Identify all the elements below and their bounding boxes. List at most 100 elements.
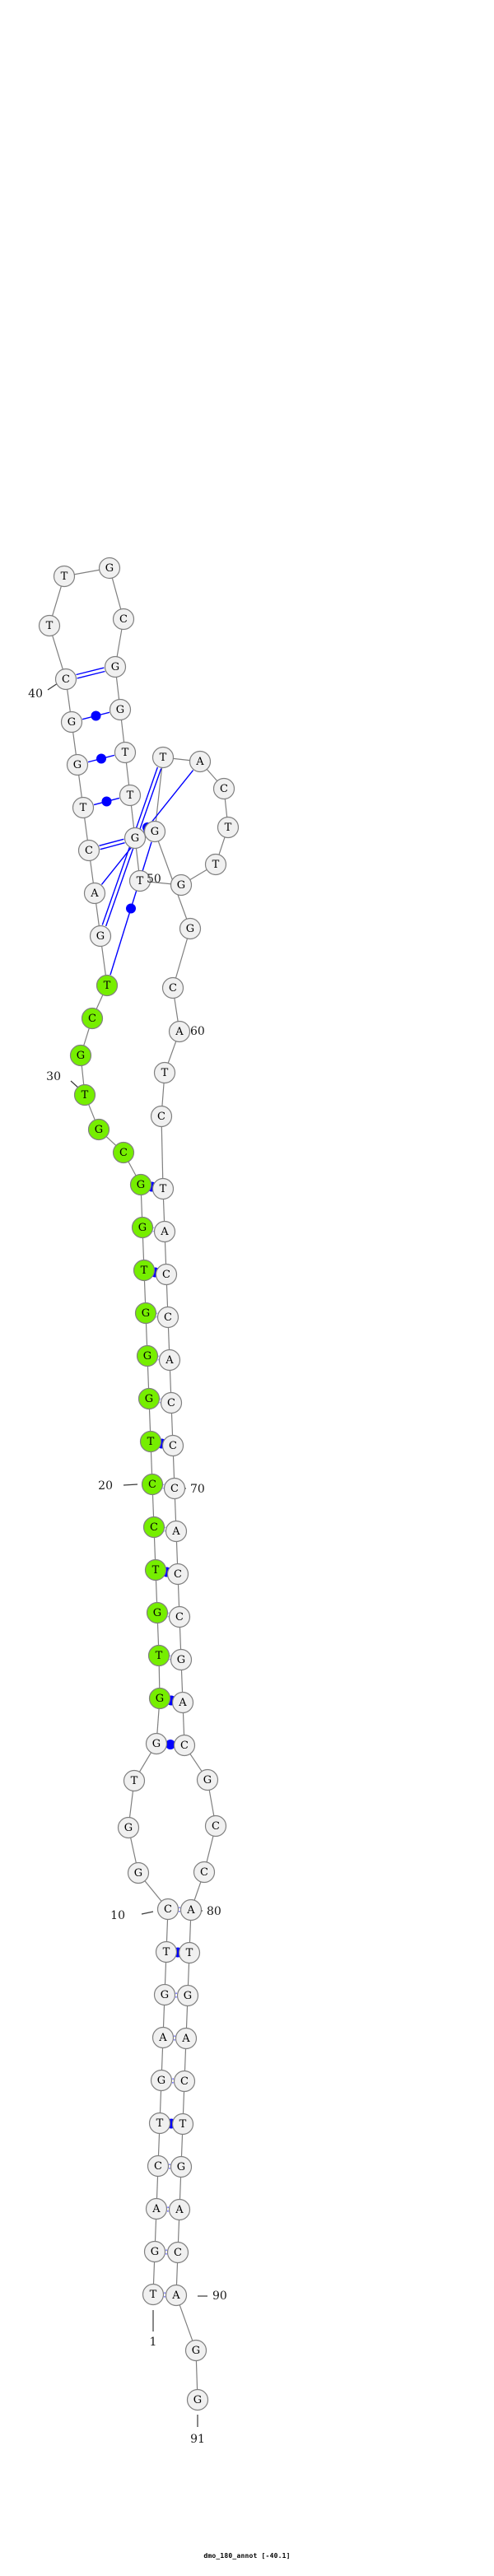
nucleotide-circle[interactable] bbox=[151, 2026, 175, 2049]
nucleotide-circle-highlighted[interactable] bbox=[148, 1687, 171, 1710]
nucleotide-circle[interactable] bbox=[143, 2240, 166, 2263]
nucleotide-circle[interactable] bbox=[179, 917, 202, 940]
nucleotide[interactable]: C bbox=[161, 1434, 184, 1457]
nucleotide-circle-highlighted[interactable] bbox=[147, 1644, 170, 1667]
nucleotide-circle[interactable] bbox=[165, 1520, 188, 1543]
nucleotide-circle[interactable] bbox=[77, 839, 100, 862]
nucleotide[interactable]: C bbox=[112, 1141, 135, 1164]
nucleotide-circle[interactable] bbox=[151, 746, 175, 769]
nucleotide-circle[interactable] bbox=[196, 1768, 219, 1791]
nucleotide[interactable]: T bbox=[139, 1430, 162, 1453]
nucleotide[interactable]: C bbox=[168, 1605, 191, 1628]
nucleotide-circle-highlighted[interactable] bbox=[73, 1083, 96, 1106]
nucleotide-circle[interactable] bbox=[153, 1061, 176, 1084]
nucleotide[interactable]: C bbox=[173, 1734, 196, 1757]
nucleotide[interactable]: G bbox=[179, 917, 202, 940]
nucleotide[interactable]: T bbox=[96, 974, 119, 997]
nucleotide[interactable]: A bbox=[165, 1520, 188, 1543]
nucleotide-circle[interactable] bbox=[178, 1941, 201, 1964]
nucleotide-circle[interactable] bbox=[72, 796, 95, 819]
nucleotide[interactable]: T bbox=[119, 784, 142, 807]
nucleotide-circle[interactable] bbox=[127, 1861, 150, 1884]
nucleotide-circle[interactable] bbox=[119, 784, 142, 807]
nucleotide-circle[interactable] bbox=[114, 741, 137, 764]
nucleotide[interactable]: C bbox=[212, 777, 235, 800]
nucleotide[interactable]: C bbox=[150, 1105, 173, 1128]
nucleotide-circle[interactable] bbox=[170, 2155, 193, 2178]
nucleotide[interactable]: C bbox=[173, 2070, 196, 2093]
nucleotide-circle-highlighted[interactable] bbox=[141, 1473, 164, 1496]
nucleotide[interactable]: C bbox=[156, 1898, 179, 1921]
nucleotide[interactable]: A bbox=[158, 1349, 181, 1372]
nucleotide[interactable]: T bbox=[178, 1941, 201, 1964]
nucleotide-circle[interactable] bbox=[175, 2027, 198, 2050]
nucleotide[interactable]: G bbox=[127, 1861, 150, 1884]
nucleotide-circle[interactable] bbox=[193, 1861, 216, 1884]
nucleotide-circle[interactable] bbox=[89, 925, 112, 948]
nucleotide[interactable]: T bbox=[148, 2112, 171, 2135]
nucleotide[interactable]: T bbox=[38, 614, 61, 637]
nucleotide[interactable]: T bbox=[142, 2283, 165, 2306]
nucleotide-circle[interactable] bbox=[179, 1898, 203, 1922]
nucleotide[interactable]: A bbox=[151, 2026, 175, 2049]
nucleotide[interactable]: G bbox=[143, 820, 166, 843]
nucleotide[interactable]: C bbox=[81, 1007, 104, 1030]
nucleotide[interactable]: C bbox=[155, 1263, 178, 1286]
nucleotide-circle[interactable] bbox=[158, 1349, 181, 1372]
nucleotide-circle[interactable] bbox=[189, 750, 212, 773]
nucleotide-circle[interactable] bbox=[143, 820, 166, 843]
nucleotide[interactable]: T bbox=[147, 1644, 170, 1667]
nucleotide-circle[interactable] bbox=[145, 1732, 168, 1755]
nucleotide[interactable]: T bbox=[144, 1558, 167, 1581]
nucleotide[interactable]: G bbox=[170, 873, 193, 897]
nucleotide[interactable]: T bbox=[53, 565, 76, 588]
nucleotide-circle[interactable] bbox=[166, 1563, 189, 1586]
nucleotide-circle[interactable] bbox=[117, 1816, 140, 1839]
nucleotide-circle[interactable] bbox=[128, 869, 151, 892]
nucleotide-circle-highlighted[interactable] bbox=[87, 1118, 110, 1141]
nucleotide-circle[interactable] bbox=[204, 1814, 227, 1838]
nucleotide-circle[interactable] bbox=[171, 1691, 194, 1714]
nucleotide-circle[interactable] bbox=[145, 2197, 168, 2220]
nucleotide[interactable]: A bbox=[175, 2027, 198, 2050]
nucleotide[interactable]: T bbox=[217, 816, 240, 839]
nucleotide[interactable]: T bbox=[151, 746, 175, 769]
nucleotide[interactable]: T bbox=[133, 1259, 156, 1282]
nucleotide[interactable]: T bbox=[73, 1083, 96, 1106]
nucleotide[interactable]: C bbox=[77, 839, 100, 862]
nucleotide[interactable]: G bbox=[150, 2069, 173, 2092]
nucleotide-circle[interactable] bbox=[168, 2198, 191, 2221]
nucleotide-circle[interactable] bbox=[170, 1648, 193, 1671]
nucleotide[interactable]: C bbox=[54, 668, 77, 691]
nucleotide[interactable]: T bbox=[153, 1061, 176, 1084]
nucleotide-circle[interactable] bbox=[161, 1434, 184, 1457]
nucleotide-circle[interactable] bbox=[161, 976, 184, 999]
nucleotide-circle-highlighted[interactable] bbox=[142, 1516, 165, 1539]
nucleotide-circle[interactable] bbox=[171, 2113, 194, 2136]
nucleotide-circle[interactable] bbox=[153, 1983, 176, 2006]
nucleotide[interactable]: A bbox=[153, 1220, 176, 1243]
nucleotide[interactable]: G bbox=[148, 1687, 171, 1710]
nucleotide[interactable]: G bbox=[146, 1601, 169, 1624]
nucleotide[interactable]: C bbox=[112, 608, 135, 631]
nucleotide[interactable]: C bbox=[193, 1861, 216, 1884]
nucleotide[interactable]: C bbox=[166, 2241, 189, 2264]
nucleotide[interactable]: C bbox=[142, 1516, 165, 1539]
nucleotide[interactable]: T bbox=[155, 1940, 178, 1963]
nucleotide[interactable]: T bbox=[151, 1177, 175, 1200]
nucleotide-circle[interactable] bbox=[147, 2154, 170, 2178]
nucleotide[interactable]: G bbox=[60, 710, 83, 734]
nucleotide[interactable]: T bbox=[204, 853, 227, 876]
nucleotide-circle[interactable] bbox=[148, 2112, 171, 2135]
nucleotide[interactable]: G bbox=[186, 2388, 209, 2411]
nucleotide[interactable]: G bbox=[89, 925, 112, 948]
nucleotide-circle[interactable] bbox=[155, 1940, 178, 1963]
nucleotide[interactable]: C bbox=[166, 1563, 189, 1586]
nucleotide-circle-highlighted[interactable] bbox=[139, 1430, 162, 1453]
nucleotide-circle[interactable] bbox=[150, 1105, 173, 1128]
nucleotide[interactable]: G bbox=[87, 1118, 110, 1141]
nucleotide[interactable]: G bbox=[124, 827, 147, 850]
nucleotide[interactable]: C bbox=[160, 1391, 183, 1414]
nucleotide-circle[interactable] bbox=[163, 1477, 186, 1500]
nucleotide-circle[interactable] bbox=[142, 2283, 165, 2306]
